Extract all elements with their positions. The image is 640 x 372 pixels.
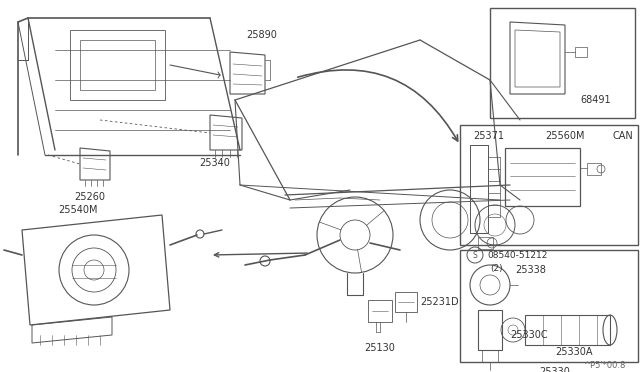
- Bar: [490, 8, 635, 118]
- FancyArrowPatch shape: [298, 70, 458, 141]
- Bar: [575, 47, 587, 57]
- Bar: [478, 310, 502, 350]
- Bar: [395, 292, 417, 312]
- Text: (2): (2): [490, 263, 502, 273]
- Text: 25338: 25338: [515, 265, 546, 275]
- Text: 25260: 25260: [74, 192, 106, 202]
- Text: 68491: 68491: [580, 95, 611, 105]
- Bar: [478, 237, 493, 249]
- Bar: [505, 148, 580, 206]
- Text: 25560M: 25560M: [545, 131, 584, 141]
- Text: 25371: 25371: [473, 131, 504, 141]
- Bar: [368, 300, 392, 322]
- Text: 25890: 25890: [246, 30, 277, 40]
- Text: S: S: [472, 250, 477, 260]
- Bar: [460, 125, 638, 245]
- Bar: [460, 250, 638, 362]
- Text: 25540M: 25540M: [58, 205, 98, 215]
- Text: 25330A: 25330A: [555, 347, 593, 357]
- Text: 25340: 25340: [200, 158, 230, 168]
- Text: 08540-51212: 08540-51212: [487, 250, 547, 260]
- Text: CAN: CAN: [612, 131, 633, 141]
- Text: ^P5'*00.8: ^P5'*00.8: [582, 360, 625, 369]
- Bar: [587, 163, 601, 175]
- Text: 25330: 25330: [540, 367, 570, 372]
- Text: 25231D: 25231D: [420, 297, 459, 307]
- Text: 25130: 25130: [365, 343, 396, 353]
- Text: 25330C: 25330C: [510, 330, 548, 340]
